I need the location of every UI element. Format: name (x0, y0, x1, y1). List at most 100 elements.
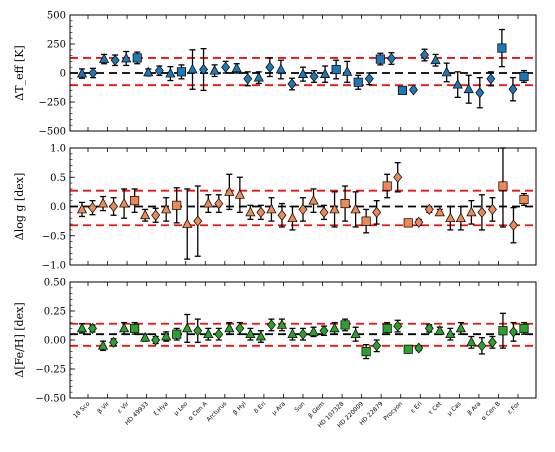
data-point (161, 197, 172, 222)
data-point (76, 322, 88, 334)
diamond-marker (414, 342, 424, 354)
y-tick-label: 0.25 (44, 307, 66, 318)
data-point (455, 321, 466, 335)
data-point (364, 72, 374, 86)
triangle-marker (119, 197, 130, 208)
triangle-marker (287, 328, 298, 339)
data-point (214, 327, 224, 341)
diamond-marker (477, 340, 487, 352)
data-point (266, 318, 276, 332)
diamond-marker (319, 206, 329, 218)
data-point (109, 336, 119, 348)
square-marker (353, 77, 363, 87)
data-point (308, 326, 319, 338)
data-point (361, 208, 371, 234)
y-tick-label: 0.0 (50, 202, 66, 213)
x-tick-label: ε Eri (409, 400, 423, 414)
data-point (140, 208, 151, 222)
y-tick-label: −0.25 (35, 365, 66, 376)
data-point (486, 71, 496, 87)
diamond-marker (88, 202, 97, 214)
triangle-marker (165, 67, 176, 78)
data-point (329, 321, 340, 335)
data-point (498, 147, 508, 228)
data-point (434, 324, 445, 335)
triangle-marker (231, 62, 242, 73)
panel-logg: −1.0 −0.5 0.0 0.5 1.0 Δlog g [dex] (13, 144, 537, 272)
diamond-marker (298, 203, 308, 215)
data-point (199, 47, 208, 92)
x-tick-label: α Cen B (480, 400, 502, 422)
y-axis-label: Δlog g [dex] (13, 173, 26, 241)
data-point (319, 325, 329, 337)
diamond-marker (277, 209, 287, 221)
square-marker (519, 71, 529, 82)
data-point (97, 340, 109, 352)
triangle-marker (143, 66, 154, 77)
data-point (109, 197, 119, 216)
data-point (130, 321, 140, 335)
diamond-marker (214, 328, 224, 340)
data-point (298, 197, 308, 222)
square-marker (361, 347, 371, 357)
diamond-marker (486, 73, 496, 85)
diamond-marker (414, 216, 424, 228)
data-point (275, 59, 286, 80)
triangle-marker (203, 197, 214, 208)
triangle-marker (182, 322, 193, 333)
triangle-marker (308, 326, 319, 336)
square-marker (498, 181, 508, 191)
y-tick-label: −1.0 (42, 261, 66, 272)
data-point (430, 53, 441, 67)
square-marker (382, 323, 392, 333)
data-point (308, 188, 319, 214)
data-point (209, 64, 220, 78)
data-point (342, 60, 353, 83)
triangle-marker (329, 322, 340, 333)
y-axis-label: Δ[Fe/H] [dex] (13, 302, 26, 377)
y-tick-label: 0.00 (44, 336, 66, 347)
triangle-marker (445, 212, 456, 223)
data-point (245, 204, 256, 221)
data-point (309, 70, 319, 83)
diamond-marker (393, 320, 403, 332)
triangle-marker (266, 203, 277, 214)
triangle-marker (430, 54, 441, 65)
data-point (466, 199, 477, 225)
data-point (203, 194, 214, 214)
y-tick-label: 250 (47, 40, 66, 51)
square-marker (130, 323, 140, 333)
square-marker (403, 344, 413, 354)
data-point (253, 71, 264, 85)
data-point (88, 67, 98, 79)
data-point (143, 66, 154, 77)
triangle-marker (97, 197, 109, 208)
x-tick-label: β Hyi (232, 400, 248, 416)
x-tick-label: ε Vir (116, 400, 131, 415)
diamond-marker (265, 61, 275, 73)
data-point (372, 339, 382, 353)
diamond-marker (509, 219, 518, 231)
data-point (176, 64, 186, 80)
diamond-marker (487, 203, 497, 215)
triangle-marker (441, 66, 452, 77)
data-point (320, 65, 331, 83)
square-marker (519, 323, 529, 333)
data-point (88, 322, 97, 334)
data-point (350, 191, 361, 228)
triangle-marker (463, 83, 474, 94)
data-point (452, 71, 463, 99)
diamond-marker (509, 326, 518, 338)
data-point (165, 65, 176, 82)
triangle-marker (455, 212, 466, 223)
square-marker (375, 54, 385, 64)
data-point (403, 218, 413, 228)
triangle-marker (297, 68, 309, 79)
triangle-marker (161, 330, 172, 341)
triangle-marker (161, 203, 172, 214)
data-point (463, 74, 474, 104)
triangle-marker (329, 203, 340, 214)
square-marker (130, 196, 140, 206)
x-tick-label: ε For (506, 400, 522, 416)
diamond-marker (154, 65, 164, 77)
